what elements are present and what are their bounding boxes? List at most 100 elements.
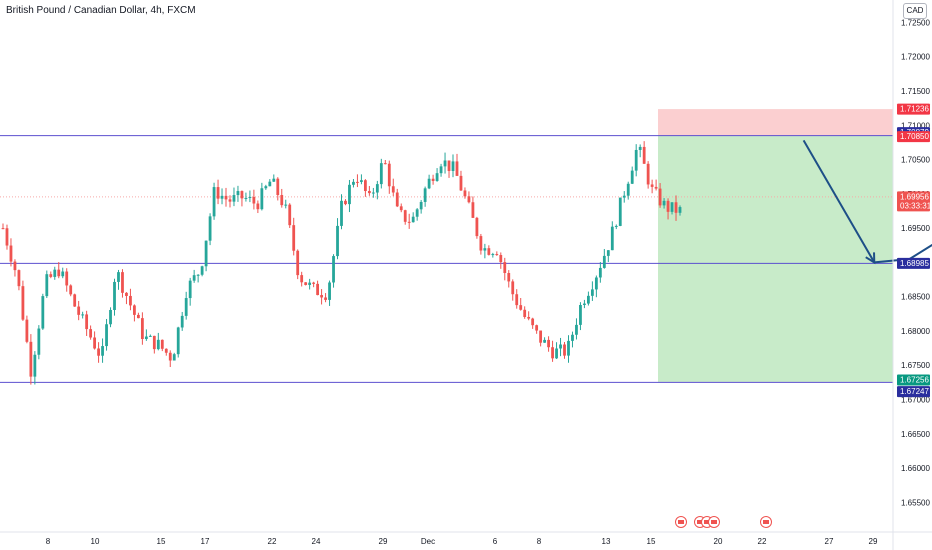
candle-body — [328, 282, 331, 300]
projection-path — [802, 139, 932, 264]
candle-body — [248, 196, 252, 198]
candle-body — [539, 330, 543, 343]
price-label-text: 1.67247 — [900, 387, 929, 396]
candle-body — [204, 240, 208, 267]
candle-body — [583, 303, 586, 305]
candle-body — [296, 250, 300, 276]
candle-body — [304, 282, 308, 285]
candle-body — [93, 337, 96, 349]
y-tick-label: 1.72000 — [901, 53, 930, 62]
candle-body — [391, 186, 395, 193]
candle-body — [312, 282, 316, 284]
x-tick-label: 20 — [714, 537, 723, 546]
y-tick-label: 1.66500 — [901, 430, 930, 439]
currency-badge[interactable]: CAD — [903, 3, 927, 19]
candle-body — [547, 339, 550, 348]
candle-body — [360, 180, 363, 182]
candle-body — [168, 352, 172, 361]
candle-body — [276, 178, 280, 196]
candle-body — [455, 161, 459, 176]
candle-body — [399, 206, 403, 211]
candle-body — [383, 163, 387, 165]
y-tick-label: 1.68000 — [901, 327, 930, 336]
candle-body — [113, 281, 116, 310]
candle-body — [662, 200, 666, 206]
candle-body — [567, 340, 570, 356]
candle-body — [144, 336, 148, 339]
candle-body — [77, 306, 81, 315]
x-tick-label: 6 — [493, 537, 498, 546]
candle-body — [678, 207, 682, 213]
time-axis: 8 10 15 17 22 24 29 Dec 6 8 13 15 20 22 27 29 — [0, 531, 932, 546]
price-label-text: 1.69956 — [900, 192, 929, 201]
candle-body — [363, 180, 367, 192]
candle-body — [272, 178, 276, 182]
candle-body — [200, 266, 204, 275]
candle-body — [666, 200, 670, 212]
candle-body — [575, 324, 578, 335]
candle-body — [634, 149, 638, 171]
candle-body — [212, 187, 216, 217]
candle-body — [308, 282, 312, 285]
candle-body — [527, 316, 531, 319]
candle-body — [463, 190, 467, 197]
candle-body — [495, 254, 499, 256]
candle-body — [133, 305, 136, 315]
candle-body — [121, 272, 124, 293]
candle-body — [152, 335, 156, 350]
candle-body — [403, 210, 407, 222]
candle-body — [411, 216, 415, 223]
candle-body — [1, 228, 5, 230]
candle-body — [487, 248, 491, 255]
candle-body — [37, 328, 41, 355]
candle-body — [140, 318, 144, 339]
candle-body — [447, 160, 451, 171]
candle-body — [105, 324, 108, 347]
candle-body — [367, 191, 371, 194]
candle-body — [670, 202, 674, 212]
candle-body — [5, 228, 9, 246]
candle-body — [49, 274, 53, 277]
candle-body — [81, 314, 85, 316]
projection-arrow — [802, 139, 932, 265]
candle-body — [65, 271, 69, 286]
candle-body — [172, 354, 176, 361]
candle-body — [17, 270, 21, 287]
candle-body — [658, 188, 662, 206]
price-labels: 1.712361.708791.708501.6995603:33:311.68… — [897, 103, 932, 398]
candle-body — [606, 250, 610, 256]
x-tick-label: 8 — [537, 537, 542, 546]
candle-body — [45, 274, 49, 297]
candle-body — [160, 339, 164, 349]
candle-body — [9, 245, 13, 262]
candle-body — [551, 347, 554, 359]
candle-body — [292, 225, 296, 251]
candle-body — [507, 273, 511, 282]
event-marker-flag — [697, 520, 703, 524]
candle-body — [471, 202, 475, 218]
candle-body — [579, 304, 582, 325]
candle-body — [13, 261, 17, 271]
candle-body — [459, 175, 463, 191]
candle-body — [535, 325, 539, 331]
event-marker-flag — [704, 520, 710, 524]
candle-body — [475, 217, 479, 237]
candle-body — [519, 305, 523, 310]
y-tick-label: 1.69500 — [901, 224, 930, 233]
candle-body — [324, 297, 327, 300]
price-label-text: 1.68985 — [900, 259, 929, 268]
candle-body — [439, 166, 443, 174]
candle-body — [148, 335, 152, 337]
candle-body — [610, 226, 614, 251]
candle-body — [129, 295, 132, 306]
y-tick-label: 1.65500 — [901, 498, 930, 507]
candle-body — [184, 298, 188, 316]
candle-body — [180, 315, 184, 328]
candle-body — [543, 339, 546, 343]
candle-body — [626, 183, 630, 196]
stop-zone — [658, 109, 893, 136]
candle-body — [320, 295, 323, 298]
candle-body — [188, 280, 192, 299]
